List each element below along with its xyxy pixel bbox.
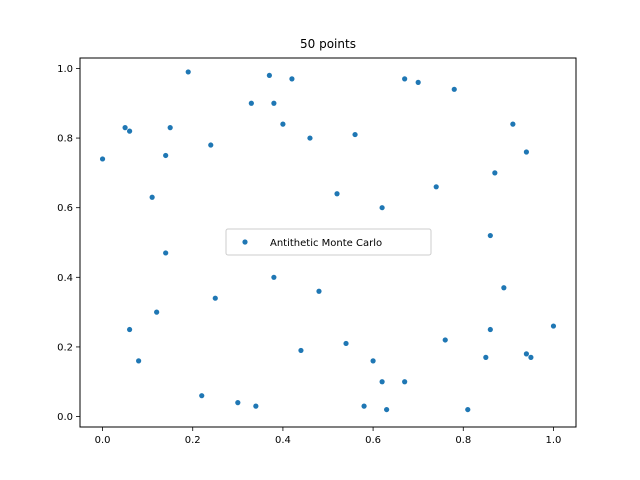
data-point (266, 72, 272, 79)
y-tick-label: 1.0 (57, 64, 73, 75)
x-tick-label: 0.4 (275, 435, 291, 446)
data-point (492, 170, 498, 176)
x-tick-label: 0.0 (95, 435, 111, 446)
data-point (289, 76, 295, 82)
data-point (154, 309, 160, 315)
data-point (212, 295, 218, 301)
data-point (235, 400, 241, 406)
y-tick-label: 0.4 (57, 273, 73, 284)
data-point (501, 285, 507, 291)
data-point (199, 393, 205, 399)
data-point (271, 274, 277, 280)
data-point (433, 184, 439, 190)
data-point (550, 323, 557, 329)
y-tick-label: 0.2 (57, 342, 73, 353)
x-axis: 0.0 0.2 0.4 0.6 0.8 1.0 (95, 427, 562, 446)
data-point (523, 149, 530, 155)
data-point (127, 128, 133, 134)
y-tick-label: 0.0 (57, 412, 73, 423)
data-point (343, 340, 349, 347)
data-point (136, 358, 142, 364)
y-tick-label: 0.8 (57, 134, 73, 145)
legend-label: Antithetic Monte Carlo (270, 238, 382, 249)
data-point (185, 69, 191, 75)
data-point (253, 403, 259, 409)
data-point (316, 288, 322, 294)
data-point (402, 76, 408, 82)
data-point (451, 86, 457, 92)
legend-box (225, 228, 432, 256)
data-point (334, 191, 340, 197)
data-point (163, 250, 169, 256)
data-point (510, 121, 516, 127)
data-point (528, 354, 534, 360)
data-point (487, 232, 493, 239)
data-points (99, 69, 557, 413)
data-point (379, 205, 385, 211)
data-point (384, 406, 390, 413)
data-point (307, 135, 313, 141)
y-axis: 0.0 0.2 0.4 0.6 0.8 1.0 (57, 64, 80, 423)
data-point (487, 326, 493, 333)
data-point (361, 403, 367, 409)
data-point (99, 156, 106, 162)
data-point (298, 347, 304, 354)
data-point (370, 358, 376, 364)
data-point (167, 125, 173, 131)
legend-marker (242, 239, 248, 245)
data-point (483, 354, 489, 360)
data-point (465, 406, 471, 413)
data-point (442, 337, 448, 343)
data-point (149, 194, 155, 200)
x-tick-label: 1.0 (546, 435, 562, 446)
data-point (415, 79, 421, 85)
x-tick-label: 0.2 (185, 435, 201, 446)
data-point (248, 100, 254, 106)
chart-title: 50 points (300, 37, 356, 51)
plot-area-frame (79, 57, 577, 428)
y-tick-label: 0.6 (57, 203, 73, 214)
data-point (379, 379, 385, 385)
x-tick-label: 0.8 (455, 435, 471, 446)
data-point (402, 379, 408, 385)
data-point (122, 125, 128, 131)
data-point (271, 100, 277, 106)
data-point (163, 152, 169, 159)
data-point (127, 326, 133, 333)
data-point (208, 142, 214, 148)
data-point (352, 131, 358, 138)
data-point (523, 351, 530, 357)
data-point (280, 121, 286, 127)
legend: Antithetic Monte Carlo (225, 228, 432, 256)
x-tick-label: 0.6 (365, 435, 381, 446)
